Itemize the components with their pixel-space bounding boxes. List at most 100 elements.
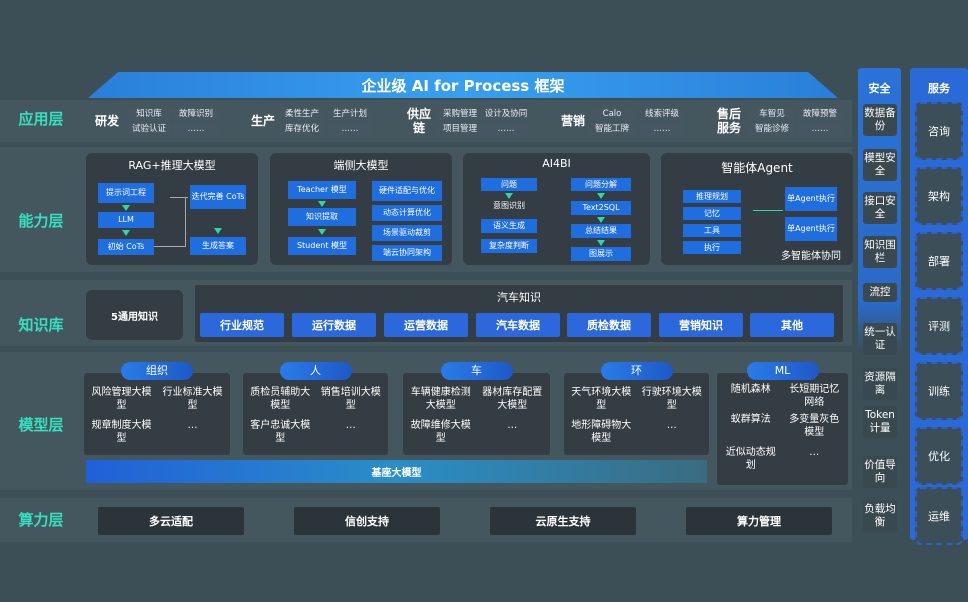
knowledge-chip: 营销知识 bbox=[659, 313, 743, 337]
edge-feature: 端云协同架构 bbox=[372, 245, 442, 261]
agent-item: 记忆 bbox=[683, 207, 741, 220]
knowledge-chip: 汽车数据 bbox=[476, 313, 560, 337]
model-item: 质检员辅助大模型 bbox=[250, 387, 311, 411]
model-item: 器材库存配置大模型 bbox=[482, 387, 543, 411]
agent-item: 推理规划 bbox=[683, 190, 741, 203]
service-item: 运维 bbox=[915, 487, 963, 545]
rag-title: RAG+推理大模型 bbox=[128, 159, 216, 172]
app-item: 故障识别 bbox=[174, 108, 218, 120]
edge-title: 端侧大模型 bbox=[333, 159, 389, 172]
ai4bi-step: 问题 bbox=[481, 178, 537, 191]
card-ai4bi: AI4BI 问题 意图识别 语义生成 复杂度判断 问题分解 Text2SQL 总… bbox=[463, 153, 650, 265]
model-item: 天气环境大模型 bbox=[571, 387, 632, 411]
service-item: 优化 bbox=[915, 427, 963, 485]
model-card bbox=[84, 373, 230, 455]
agent-item: 工具 bbox=[683, 224, 741, 237]
service-item: 架构 bbox=[915, 167, 963, 225]
arrow-down-icon bbox=[505, 193, 513, 199]
security-item: Token计量 bbox=[863, 406, 897, 438]
ai4bi-step: 问题分解 bbox=[571, 178, 631, 191]
app-item: …… bbox=[328, 123, 372, 135]
model-item: 行业标准大模型 bbox=[162, 387, 223, 411]
ai4bi-step: Text2SQL bbox=[571, 201, 631, 215]
model-tag: 车 bbox=[440, 362, 513, 380]
security-item: 数据备份 bbox=[863, 104, 897, 136]
compute-box: 信创支持 bbox=[294, 507, 440, 535]
app-item: 线索评级 bbox=[640, 108, 684, 120]
card-agent: 智能体Agent 推理规划 记忆 工具 执行 单Agent执行 单Agent执行… bbox=[661, 153, 853, 265]
security-item: 接口安全 bbox=[863, 192, 897, 224]
ai4bi-title: AI4BI bbox=[542, 157, 571, 170]
security-item: 价值导向 bbox=[863, 456, 897, 488]
ai4bi-step: 总结结果 bbox=[571, 224, 631, 238]
agent-footer: 多智能体协同 bbox=[781, 251, 841, 262]
base-model-bar: 基座大模型 bbox=[86, 460, 707, 483]
app-group-1: 生产 bbox=[250, 114, 275, 128]
security-item: 知识围栏 bbox=[863, 236, 897, 268]
arrow-down-icon bbox=[597, 217, 605, 223]
knowledge-chip: 其他 bbox=[750, 313, 834, 337]
model-item: … bbox=[666, 420, 677, 431]
model-item: … bbox=[345, 420, 356, 431]
knowledge-chip: 运营数据 bbox=[384, 313, 468, 337]
model-item: 长短期记忆网络 bbox=[789, 384, 840, 408]
general-knowledge: 5通用知识 bbox=[86, 290, 183, 340]
compute-box: 多云适配 bbox=[98, 507, 244, 535]
edge-feature: 硬件适配与优化 bbox=[372, 181, 442, 201]
model-item: 蚁群算法 bbox=[730, 414, 771, 425]
model-item: 车辆健康检测大模型 bbox=[410, 387, 471, 411]
app-item: 项目管理 bbox=[438, 123, 482, 135]
edge-step: Teacher 模型 bbox=[288, 181, 356, 199]
app-item: 生产计划 bbox=[328, 108, 372, 120]
model-item: 故障维修大模型 bbox=[410, 420, 471, 444]
arrow-down-icon bbox=[318, 229, 326, 235]
security-title: 安全 bbox=[868, 82, 891, 95]
model-tag: 人 bbox=[279, 362, 352, 380]
app-group-3: 营销 bbox=[560, 114, 585, 128]
model-item: 规章制度大模型 bbox=[91, 420, 152, 444]
app-group-2: 供应链 bbox=[406, 107, 431, 135]
model-item: 近似动态规划 bbox=[725, 447, 776, 471]
model-item: 地形障碍物大模型 bbox=[571, 420, 632, 444]
model-tag: ML bbox=[746, 362, 819, 380]
agent-exec: 单Agent执行 bbox=[785, 187, 837, 211]
app-item: Calo bbox=[590, 108, 634, 120]
app-item: 柔性生产 bbox=[280, 108, 324, 120]
app-item: 车智见 bbox=[750, 108, 794, 120]
model-tag: 环 bbox=[600, 362, 673, 380]
app-item: 试验认证 bbox=[127, 123, 171, 135]
app-item: 知识库 bbox=[127, 108, 171, 120]
model-tag: 组织 bbox=[121, 362, 193, 380]
app-item: 智能工牌 bbox=[590, 123, 634, 135]
app-item: 采购管理 bbox=[438, 108, 482, 120]
service-item: 咨询 bbox=[915, 102, 963, 160]
arrow-down-icon bbox=[597, 193, 605, 199]
app-item: 库存优化 bbox=[280, 123, 324, 135]
card-edge: 端侧大模型 Teacher 模型 知识提取 Student 模型 硬件适配与优化… bbox=[270, 153, 452, 265]
model-item: 客户忠诚大模型 bbox=[250, 420, 311, 444]
ai4bi-step: 意图识别 bbox=[493, 201, 525, 210]
arrow-down-icon bbox=[122, 205, 130, 211]
layer-app: 应用层 bbox=[18, 110, 64, 128]
rag-step: 生成答案 bbox=[190, 237, 246, 255]
model-card bbox=[243, 373, 388, 455]
model-item: … bbox=[507, 420, 518, 431]
security-item: 流控 bbox=[863, 283, 897, 302]
model-card bbox=[564, 373, 709, 455]
security-item: 统一认证 bbox=[863, 323, 897, 355]
knowledge-chip: 运行数据 bbox=[292, 313, 376, 337]
agent-title: 智能体Agent bbox=[721, 161, 793, 175]
arrow-down-icon bbox=[122, 230, 130, 236]
security-item: 模型安全 bbox=[863, 149, 897, 181]
rag-step: 初始 CoTs bbox=[98, 239, 154, 255]
layer-capability: 能力层 bbox=[18, 212, 64, 230]
model-item: … bbox=[187, 420, 198, 431]
app-group-0: 研发 bbox=[94, 114, 119, 128]
compute-box: 云原生支持 bbox=[490, 507, 636, 535]
framework-title: 企业级 AI for Process 框架 bbox=[88, 72, 838, 98]
service-title: 服务 bbox=[928, 82, 950, 95]
security-item: 资源隔离 bbox=[863, 368, 897, 400]
service-item: 评测 bbox=[915, 297, 963, 355]
app-item: …… bbox=[640, 123, 684, 135]
knowledge-chip: 行业规范 bbox=[200, 313, 284, 337]
